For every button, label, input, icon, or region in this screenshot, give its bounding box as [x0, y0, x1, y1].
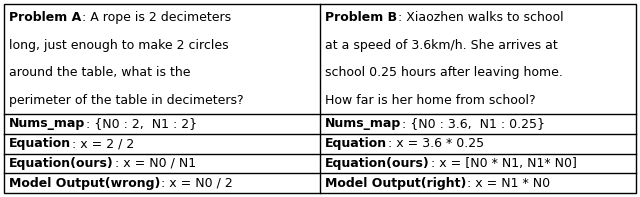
Text: school 0.25 hours after leaving home.: school 0.25 hours after leaving home.	[325, 66, 563, 79]
Text: Equation(ours): Equation(ours)	[325, 157, 429, 170]
Text: perimeter of the table in decimeters?: perimeter of the table in decimeters?	[9, 94, 244, 107]
Text: : x = 2 / 2: : x = 2 / 2	[72, 137, 134, 150]
Text: : A rope is 2 decimeters: : A rope is 2 decimeters	[83, 11, 232, 24]
Text: Nums_map: Nums_map	[9, 117, 85, 130]
Text: Equation(ours): Equation(ours)	[9, 157, 114, 170]
Text: Nums_map: Nums_map	[325, 117, 401, 130]
Text: Model Output(right): Model Output(right)	[325, 177, 467, 190]
Text: around the table, what is the: around the table, what is the	[9, 66, 191, 79]
Text: Equation: Equation	[9, 137, 71, 150]
Text: : x = N0 / N1: : x = N0 / N1	[115, 157, 196, 170]
Text: : {N0 : 2,  N1 : 2}: : {N0 : 2, N1 : 2}	[86, 117, 197, 130]
Text: : Xiaozhen walks to school: : Xiaozhen walks to school	[398, 11, 564, 24]
Text: Problem B: Problem B	[325, 11, 397, 24]
Text: : x = 3.6 * 0.25: : x = 3.6 * 0.25	[388, 137, 484, 150]
Text: How far is her home from school?: How far is her home from school?	[325, 94, 536, 107]
Text: Problem A: Problem A	[9, 11, 81, 24]
Text: : x = [N0 * N1, N1* N0]: : x = [N0 * N1, N1* N0]	[431, 157, 577, 170]
Text: : x = N1 * N0: : x = N1 * N0	[467, 177, 550, 190]
Text: Equation: Equation	[325, 137, 387, 150]
Text: Model Output(wrong): Model Output(wrong)	[9, 177, 161, 190]
Text: : {N0 : 3.6,  N1 : 0.25}: : {N0 : 3.6, N1 : 0.25}	[403, 117, 545, 130]
Text: : x = N0 / 2: : x = N0 / 2	[161, 177, 233, 190]
Text: at a speed of 3.6km/h. She arrives at: at a speed of 3.6km/h. She arrives at	[325, 39, 557, 52]
Text: long, just enough to make 2 circles: long, just enough to make 2 circles	[9, 39, 228, 52]
